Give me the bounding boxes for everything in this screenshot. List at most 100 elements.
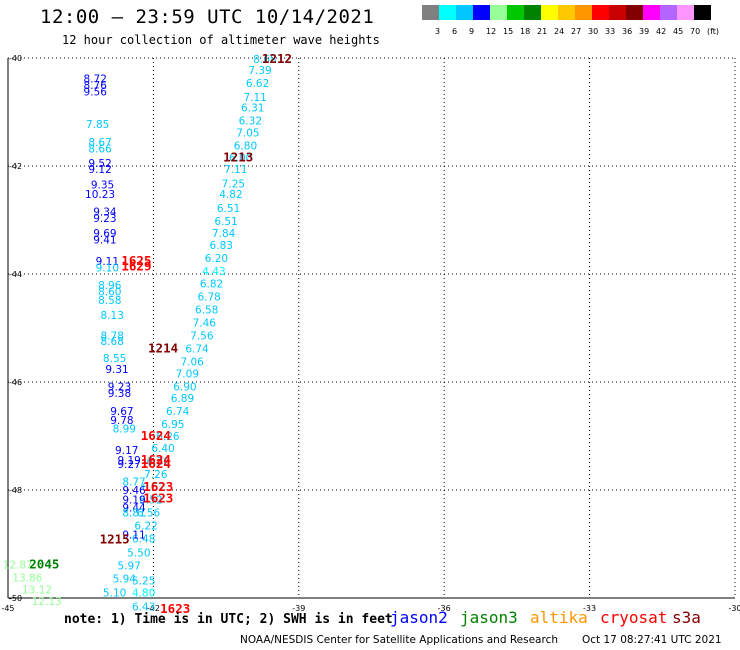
wave-height-value: 5.94: [113, 574, 137, 586]
wave-height-value: 7.05: [236, 128, 259, 140]
legend-label: 3: [435, 27, 441, 36]
satellite-label-s3a: s3a: [672, 608, 701, 627]
legend-swatch: [694, 5, 711, 20]
wave-height-value: 9.35: [91, 179, 114, 191]
legend-label: 15: [503, 27, 514, 36]
legend-label: 21: [537, 27, 548, 36]
wave-height-value: 9.56: [84, 86, 108, 98]
legend-swatch: [558, 5, 575, 20]
wave-height-value: 7.85: [86, 119, 109, 131]
legend-swatch: [592, 5, 609, 20]
lat-tick-label: -40: [9, 54, 22, 63]
wave-height-value: 6.40: [151, 443, 174, 455]
legend-label: 6: [452, 27, 458, 36]
lat-tick-label: -44: [9, 270, 22, 279]
wave-height-value: 8.66: [88, 144, 112, 156]
wave-height-value: 7.56: [190, 331, 214, 343]
wave-height-value: 6.74: [166, 406, 190, 418]
wave-height-value: 8.60: [98, 286, 121, 298]
wave-height-value: 9.10: [96, 263, 119, 275]
wave-height-value: 4.80: [132, 588, 155, 600]
wave-height-value: 7.26: [144, 469, 168, 481]
wave-height-value: 6.32: [239, 116, 262, 128]
wave-height-value: 6.30: [147, 456, 170, 468]
pass-time-label: 1213: [223, 149, 253, 164]
credit-text: NOAA/NESDIS Center for Satellite Applica…: [240, 634, 558, 646]
wave-height-value: 9.38: [108, 388, 131, 400]
pass-time-label: 2045: [29, 557, 59, 572]
wave-height-value: 13.86: [12, 572, 42, 584]
legend-swatch: [456, 5, 473, 20]
pass-time-label: 1623: [143, 479, 173, 494]
wave-height-value: 4.43: [202, 266, 225, 278]
wave-height-value: 9.67: [110, 406, 133, 418]
legend-swatch: [575, 5, 592, 20]
wave-height-value: 8.76: [84, 80, 108, 92]
wave-height-value: 6.51: [214, 216, 237, 228]
legend-label: 70: [690, 27, 701, 36]
wave-height-value: 9.52: [88, 158, 111, 170]
pass-time-label: 1624: [141, 456, 171, 471]
wave-height-value: 9.44: [122, 502, 146, 514]
wave-height-value: 6.26: [156, 431, 180, 443]
pass-time-label: 1215: [100, 532, 130, 547]
wave-height-value: 8.68: [253, 54, 276, 66]
wave-height-value: 7.46: [193, 318, 217, 330]
wave-height-value: 8.96: [98, 280, 122, 292]
wave-height-value: 6.43: [132, 602, 155, 614]
lon-tick-label: -36: [438, 604, 451, 613]
legend-label: 36: [622, 27, 633, 36]
legend-swatch: [422, 5, 439, 20]
legend-swatch: [660, 5, 677, 20]
legend-swatch: [626, 5, 643, 20]
pass-time-label: 1623: [160, 601, 190, 616]
legend-label: 39: [639, 27, 650, 36]
wave-height-value: 6.31: [241, 103, 264, 115]
wave-height-value: 6.56: [137, 508, 161, 520]
lon-tick-label: -39: [292, 604, 305, 613]
wave-height-value: 9.27: [117, 459, 140, 471]
wave-height-value: 6.89: [171, 393, 194, 405]
wave-height-value: 9.23: [108, 381, 131, 393]
wave-height-value: 6.82: [200, 279, 223, 291]
legend-label: 30: [588, 27, 599, 36]
wave-height-value: 6.22: [134, 521, 157, 533]
wave-height-value: 9.19: [117, 455, 140, 467]
legend-label: (ft): [707, 27, 720, 36]
wave-height-value: 6.80: [234, 140, 257, 152]
legend-swatch: [507, 5, 524, 20]
lon-tick-label: -30: [728, 604, 740, 613]
legend-label: 27: [571, 27, 582, 36]
legend-swatch: [541, 5, 558, 20]
pass-time-label: 1624: [141, 452, 171, 467]
wave-height-value: 13.12: [22, 584, 52, 596]
wave-height-value: 6.74: [185, 344, 209, 356]
wave-height-value: 8.72: [84, 74, 107, 86]
legend-label: 9: [469, 27, 475, 36]
map-subtitle: 12 hour collection of altimeter wave hei…: [62, 33, 380, 47]
wave-height-value: 9.23: [93, 213, 116, 225]
legend-swatch: [643, 5, 660, 20]
wave-height-value: 6.58: [195, 305, 218, 317]
wave-height-value: 5.10: [103, 588, 126, 600]
legend-label: 18: [520, 27, 531, 36]
wave-height-value: 7.11: [243, 92, 266, 104]
map-title: 12:00 — 23:59 UTC 10/14/2021: [40, 6, 375, 28]
wave-height-value: 9.69: [93, 228, 116, 240]
wave-height-value: 8.78: [101, 331, 124, 343]
wave-height-value: 8.68: [101, 336, 124, 348]
satellite-label-altika: altika: [530, 608, 588, 627]
wave-height-value: 6.62: [246, 78, 269, 90]
wave-height-value: 5.50: [127, 548, 150, 560]
wave-height-value: 6.78: [197, 292, 220, 304]
wave-height-value: 6.00: [229, 152, 252, 164]
lon-tick-label: -45: [1, 604, 14, 613]
wave-height-value: 8.13: [101, 310, 124, 322]
wave-height-value: 9.31: [105, 364, 128, 376]
wave-height-value: 7.11: [224, 164, 247, 176]
legend-swatch: [609, 5, 626, 20]
wave-height-value: 7.06: [180, 356, 204, 368]
wave-height-value: 6.90: [173, 381, 196, 393]
wave-height-value: 8.77: [122, 476, 145, 488]
wave-height-value: 7.84: [212, 228, 236, 240]
